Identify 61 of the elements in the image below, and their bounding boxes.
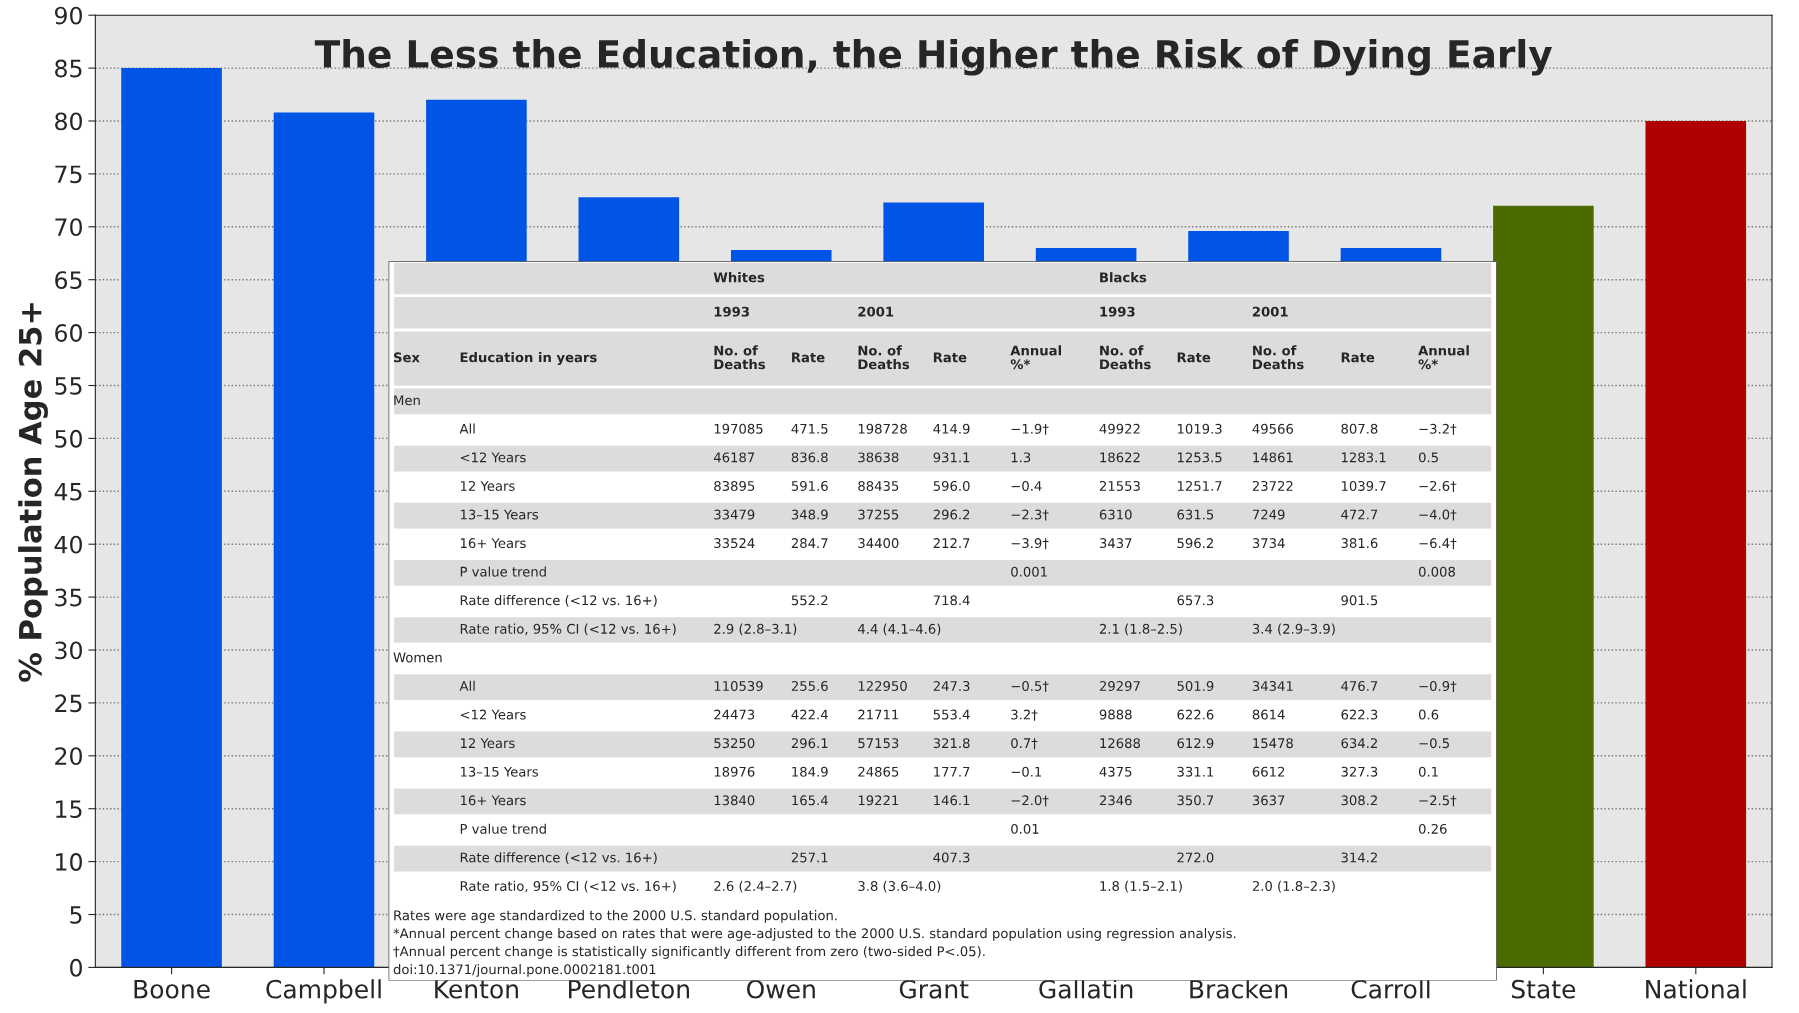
text: P value trend 0.001 0.008 xyxy=(460,566,1455,577)
text: P value trend 0.01 0.26 xyxy=(460,823,1447,834)
y-tick-label: 85 xyxy=(55,59,82,78)
y-tick-label: 60 xyxy=(55,324,82,342)
text: The Less the Education, the Higher the Risk of Dying Early xyxy=(314,39,1553,76)
annotation: Women xyxy=(393,652,442,663)
y-tick-label: 65 xyxy=(55,271,82,290)
text: 13–15 Years 33479 348.9 37255 296.2 −2.3† 6310 631.5 7249 472.7 −4.0† xyxy=(460,509,1457,521)
x-tick-label: State xyxy=(1511,979,1576,999)
text: 13–15 Years 18976 184.9 24865 177.7 −0.1 4375 331.1 6612 327.3 0.1 xyxy=(460,766,1438,777)
text: 1993 2001 1993 2001 xyxy=(714,306,1288,317)
text: Rate difference (<12 vs. 16+) 257.1 407.3 272.0 314.2 xyxy=(460,852,1377,864)
text: 16+ Years 13840 165.4 19221 146.1 −2.0† 2346 350.7 3637 308.2 −2.5† xyxy=(460,795,1457,807)
annotation: †Annual percent change is statistically significantly different from zero (two-sided P<.05). xyxy=(393,946,985,959)
y-tick-label: 0 xyxy=(70,958,82,977)
y-tick-label: 75 xyxy=(55,165,82,184)
x-tick-label: Gallatin xyxy=(1039,979,1133,999)
text: Rate ratio, 95% CI (<12 vs. 16+) 2.9 (2.8–3.1) 4.4 (4.1–4.6) 2.1 (1.8–2.5) 3.4 (2.9–3.9) xyxy=(460,623,1335,636)
text: Whites Blacks xyxy=(713,272,1147,283)
annotation: Men xyxy=(394,395,420,406)
y-tick-label: 15 xyxy=(56,800,82,819)
y-tick-label: 20 xyxy=(55,747,82,766)
text: Sex Education in years No. of Deaths Rate No. of Deaths Rate Annual %* No. of Deaths Rate No. of Deaths Rate Annual %* xyxy=(393,345,1469,370)
x-tick-label: Boone xyxy=(134,979,210,999)
x-tick-label: Pendleton xyxy=(569,979,689,999)
bar xyxy=(1493,205,1594,968)
y-tick-label: 40 xyxy=(54,535,82,554)
text: <12 Years 46187 836.8 38638 931.1 1.3 18622 1253.5 14861 1283.1 0.5 xyxy=(460,452,1438,463)
y-tick-label: 5 xyxy=(70,906,82,924)
text: 12 Years 83895 591.6 88435 596.0 −0.4 21553 1251.7 23722 1039.7 −2.6† xyxy=(460,480,1457,493)
annotation: Rates were age standardized to the 2000 U.S. standard population. xyxy=(394,910,837,923)
text: Rate difference (<12 vs. 16+) 552.2 718.4 657.3 901.5 xyxy=(460,595,1378,607)
y-tick-label: 45 xyxy=(54,483,82,501)
y-tick-label: 70 xyxy=(55,218,82,237)
x-tick-label: Bracken xyxy=(1190,979,1288,999)
y-tick-label: 25 xyxy=(55,694,82,713)
x-tick-label: Grant xyxy=(899,979,969,999)
x-tick-label: Campbell xyxy=(266,979,381,1004)
text: Rate ratio, 95% CI (<12 vs. 16+) 2.6 (2.4–2.7) 3.8 (3.6–4.0) 1.8 (1.5–2.1) 2.0 (1.8–2.3) xyxy=(460,880,1335,893)
bar xyxy=(1645,121,1747,968)
text: All 110539 255.6 122950 247.3 −0.5† 29297 501.9 34341 476.7 −0.9† xyxy=(459,680,1457,693)
bar xyxy=(121,68,222,968)
y-tick-label: 55 xyxy=(55,377,82,395)
y-tick-label: 10 xyxy=(56,853,82,871)
annotation: doi:10.1371/journal.pone.0002181.t001 xyxy=(393,964,656,977)
y-tick-label: 35 xyxy=(55,588,82,607)
y-tick-label: 50 xyxy=(55,429,82,448)
text: <12 Years 24473 422.4 21711 553.4 3.2† 9888 622.6 8614 622.3 0.6 xyxy=(460,709,1439,721)
text: 16+ Years 33524 284.7 34400 212.7 −3.9† 3437 596.2 3734 381.6 −6.4† xyxy=(460,538,1457,550)
x-tick-label: Kenton xyxy=(435,979,518,999)
y-tick-label: 90 xyxy=(54,6,82,25)
x-tick-label: Owen xyxy=(746,979,815,999)
y-tick-label: 30 xyxy=(55,641,82,660)
annotation: *Annual percent change based on rates that were age-adjusted to the 2000 U.S. standard population using regression analysis. xyxy=(393,928,1236,941)
y-axis-title: % Population Age 25+ xyxy=(18,303,48,682)
text: All 197085 471.5 198728 414.9 −1.9† 49922 1019.3 49566 807.8 −3.2† xyxy=(459,423,1457,435)
x-tick-label: National xyxy=(1646,979,1746,999)
bar xyxy=(273,112,375,968)
y-tick-label: 80 xyxy=(55,112,82,131)
x-tick-label: Carroll xyxy=(1351,979,1430,999)
text: 12 Years 53250 296.1 57153 321.8 0.7† 12688 612.9 15478 634.2 −0.5 xyxy=(460,738,1449,750)
